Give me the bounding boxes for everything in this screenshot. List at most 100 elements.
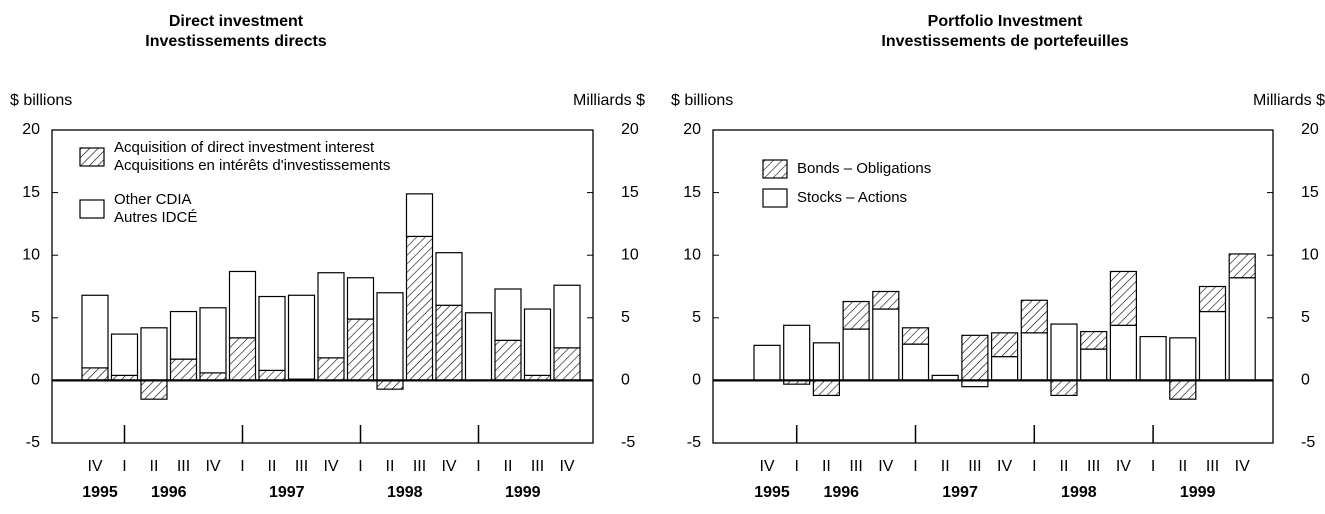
bar-segment (990, 332, 1019, 358)
bar-segment (140, 327, 168, 382)
bar-segment (1198, 285, 1227, 313)
bar-segment (140, 379, 168, 400)
x-tick-label: IV (323, 458, 338, 475)
y2-tick-label: 5 (621, 309, 630, 326)
y-axis-label: $ billions (671, 92, 733, 109)
bar-segment (901, 343, 930, 382)
bar-segment (346, 277, 375, 320)
bar-segment (1139, 335, 1167, 381)
bar-segment (494, 288, 522, 341)
x-tick-label: II (941, 458, 950, 475)
y2-tick-label: -5 (621, 434, 635, 451)
x-tick-label: III (295, 458, 308, 475)
x-tick-label: IV (759, 458, 774, 475)
legend-swatch (762, 159, 788, 179)
bar-segment (81, 294, 109, 369)
bar-segment (1169, 379, 1197, 400)
plot-frame (712, 129, 1274, 444)
bar-segment (783, 324, 811, 382)
chart-title: Investissements directs (145, 33, 327, 50)
bar-segment (812, 342, 841, 381)
x-tick-label: III (849, 458, 862, 475)
y-tick-label: 15 (683, 184, 701, 201)
x-tick-label: I (913, 458, 917, 475)
bar-segment (435, 252, 463, 306)
bar-segment (287, 294, 316, 380)
chart-title: Direct investment (169, 13, 304, 30)
x-tick-label: IV (1235, 458, 1250, 475)
year-label: 1997 (942, 484, 978, 501)
bar-segment (872, 290, 900, 310)
legend-label: Acquisition of direct investment interes… (114, 139, 390, 174)
y-tick-label: 0 (31, 372, 40, 389)
x-tick-label: IV (1116, 458, 1131, 475)
bar-segment (812, 379, 841, 397)
bar-segment (523, 308, 552, 376)
year-label: 1996 (151, 484, 187, 501)
y-axis-label: $ billions (10, 92, 72, 109)
y-tick-label: -5 (687, 434, 701, 451)
y-tick-label: -5 (26, 434, 40, 451)
bar-segment (753, 344, 781, 381)
year-label: 1997 (269, 484, 305, 501)
x-tick-label: II (150, 458, 159, 475)
bar-segment (961, 334, 989, 382)
bar-segment (553, 284, 581, 349)
x-tick-label: II (1060, 458, 1069, 475)
year-label: 1998 (1061, 484, 1097, 501)
x-tick-label: I (1032, 458, 1036, 475)
chart-title: Portfolio Investment (928, 13, 1083, 30)
bar-segment (346, 318, 375, 382)
y-tick-label: 20 (22, 121, 40, 138)
bar-segment (169, 358, 198, 381)
y2-tick-label: 5 (1301, 309, 1310, 326)
y-tick-label: 5 (31, 309, 40, 326)
x-tick-label: IV (205, 458, 220, 475)
bar-segment (228, 337, 257, 382)
bar-segment (199, 372, 227, 382)
x-tick-label: III (531, 458, 544, 475)
bar-segment (1228, 277, 1256, 381)
bar-segment (199, 307, 227, 374)
bar-segment (1080, 348, 1108, 382)
bar-segment (258, 369, 286, 382)
bar-segment (990, 356, 1019, 381)
y2-tick-label: 0 (621, 372, 630, 389)
y-tick-label: 10 (683, 246, 701, 263)
x-tick-label: IV (441, 458, 456, 475)
bar-segment (376, 379, 404, 390)
x-tick-label: IV (997, 458, 1012, 475)
y2-axis-label: Milliards $ (1253, 92, 1325, 109)
legend-label: Stocks – Actions (797, 189, 907, 206)
bar-segment (1050, 379, 1078, 397)
bar-segment (553, 347, 581, 381)
year-label: 1995 (82, 484, 118, 501)
bar-segment (317, 357, 345, 382)
year-label: 1995 (754, 484, 790, 501)
x-tick-label: II (386, 458, 395, 475)
bar-segment (872, 308, 900, 382)
y-tick-label: 5 (692, 309, 701, 326)
legend-swatch (79, 147, 105, 167)
x-tick-label: IV (87, 458, 102, 475)
bar-segment (405, 235, 434, 381)
x-tick-label: III (177, 458, 190, 475)
bar-segment (317, 272, 345, 359)
y-tick-label: 15 (22, 184, 40, 201)
y-tick-label: 10 (22, 246, 40, 263)
x-tick-label: I (240, 458, 244, 475)
bar-segment (901, 327, 930, 345)
bar-segment (169, 310, 198, 360)
y2-tick-label: 20 (1301, 121, 1319, 138)
bar-segment (228, 270, 257, 339)
x-tick-label: II (1178, 458, 1187, 475)
x-tick-label: III (968, 458, 981, 475)
x-tick-label: I (1151, 458, 1155, 475)
x-tick-label: III (1087, 458, 1100, 475)
x-tick-label: I (358, 458, 362, 475)
x-tick-label: I (122, 458, 126, 475)
legend-swatch (762, 188, 788, 208)
bar-segment (1080, 330, 1108, 350)
bar-segment (1020, 299, 1048, 334)
